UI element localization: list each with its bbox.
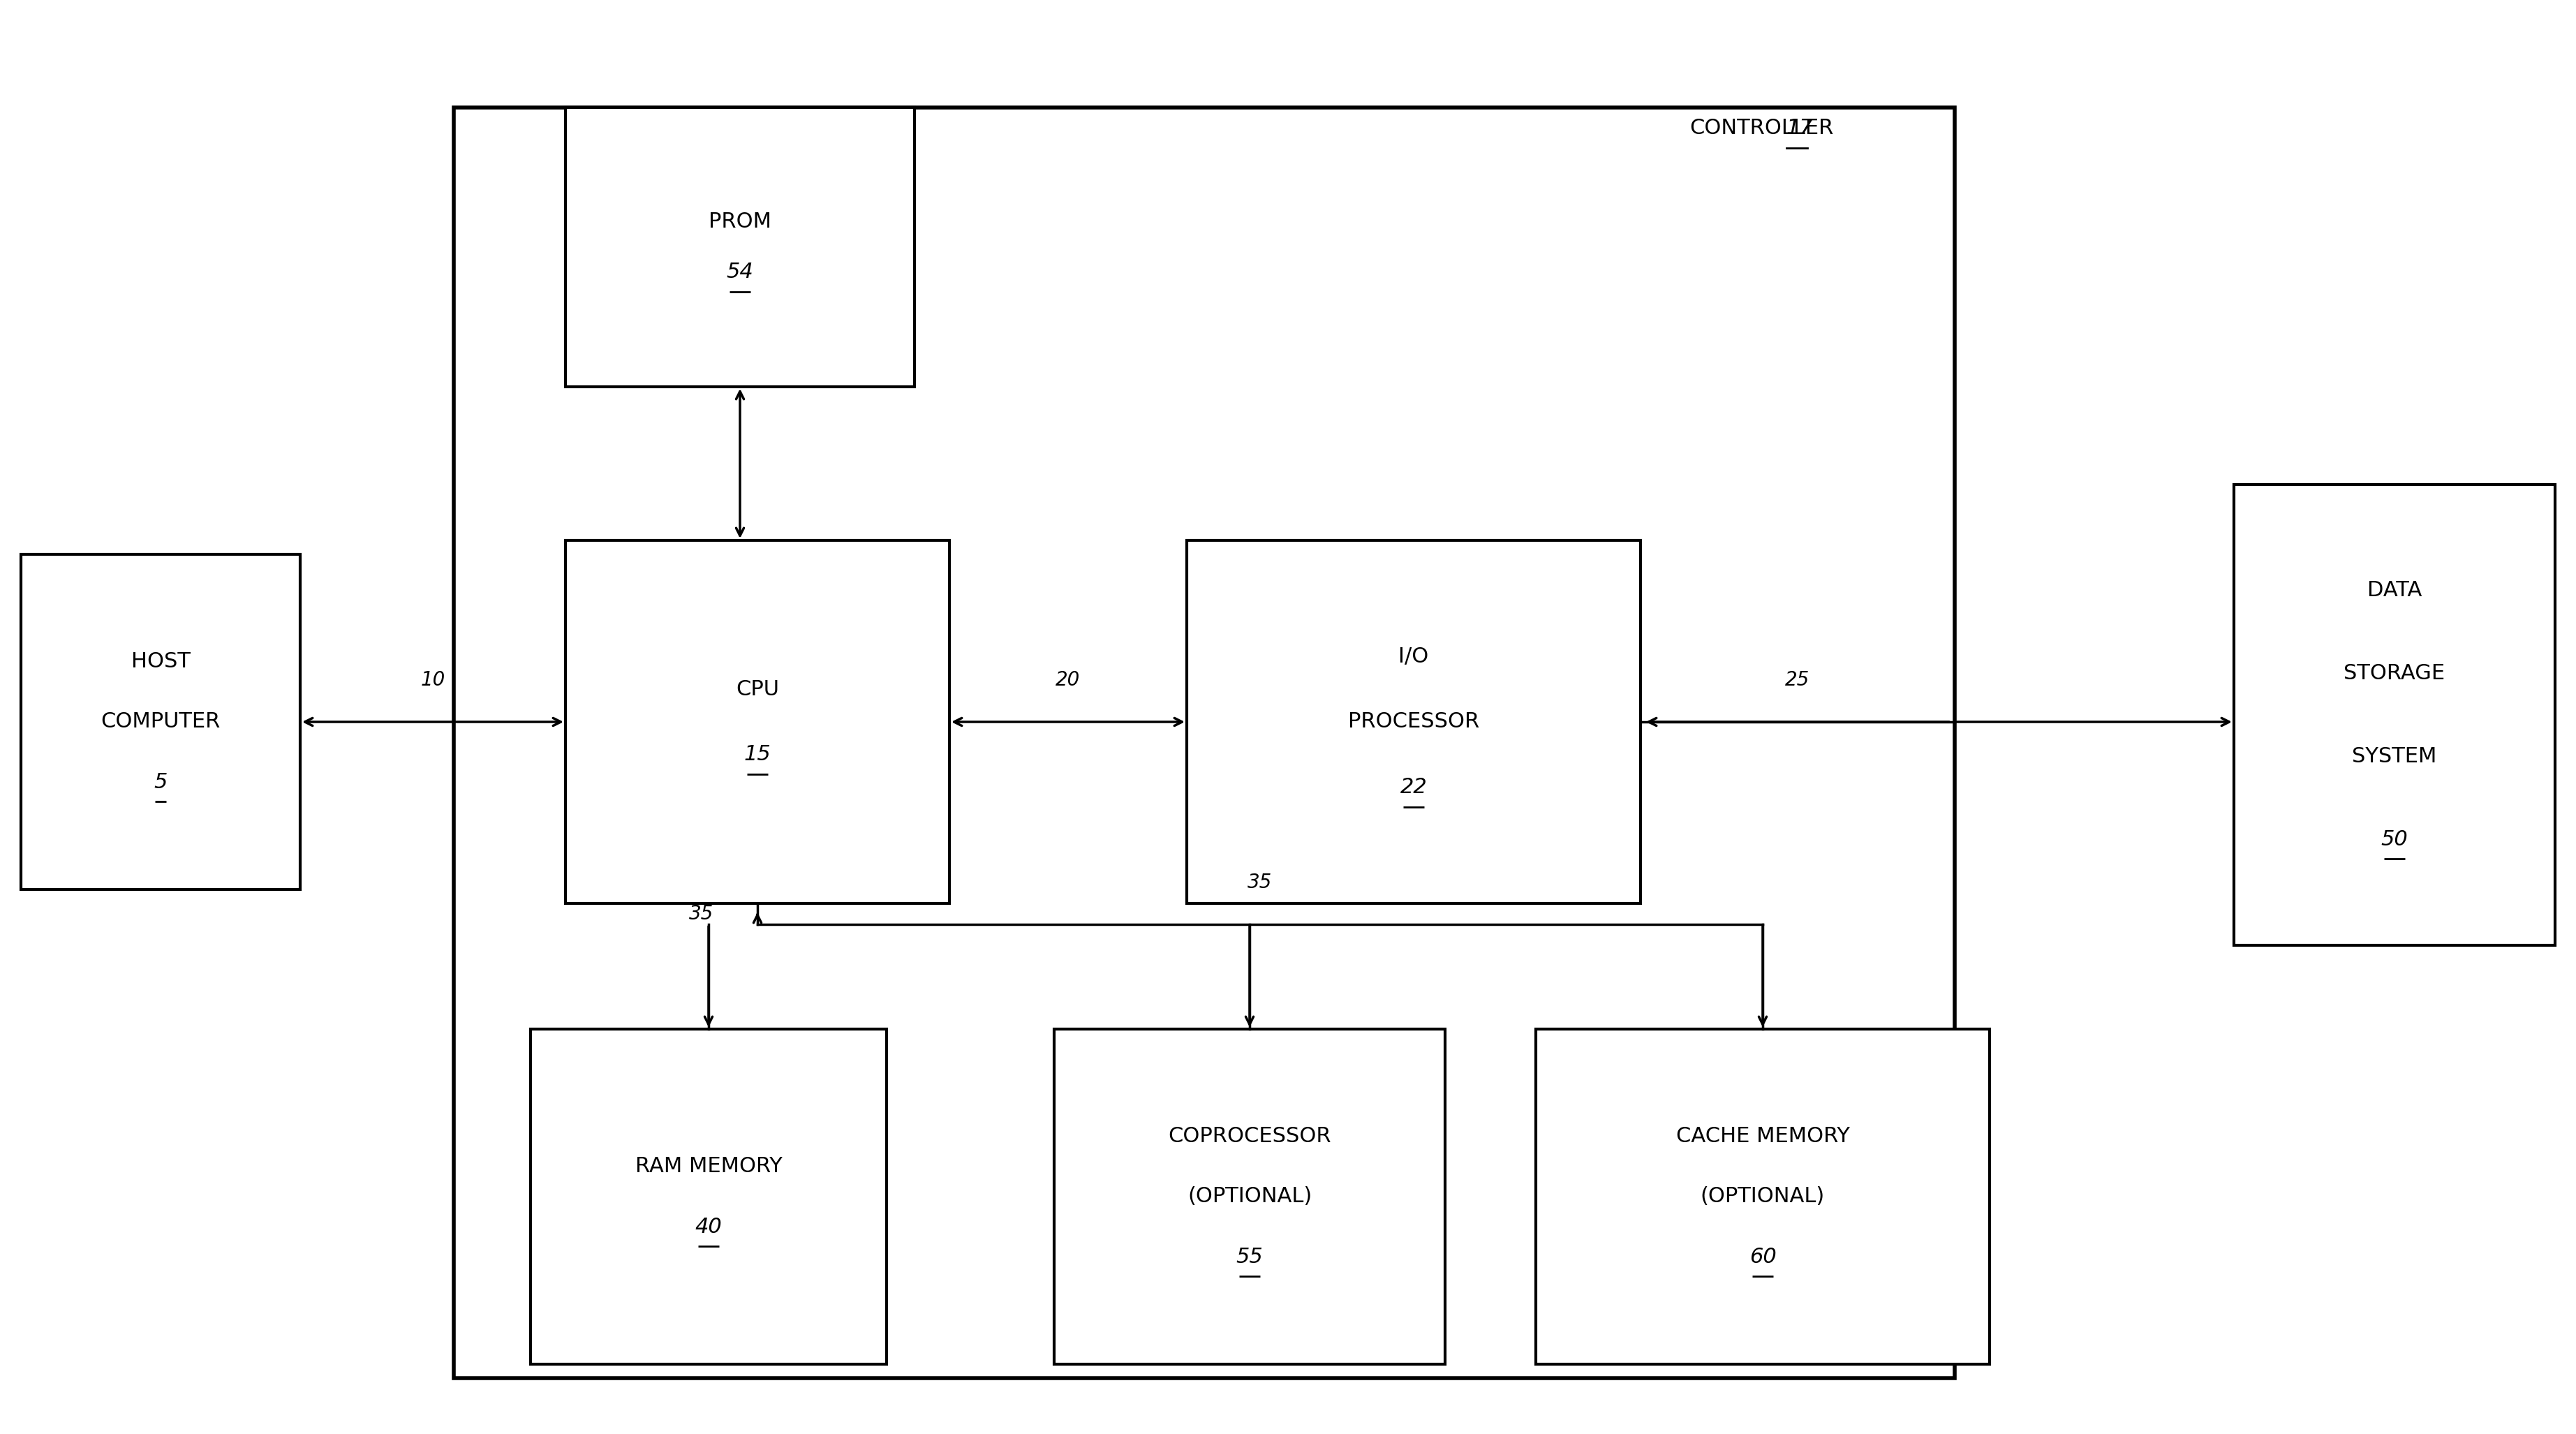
- Text: I/O: I/O: [1399, 647, 1430, 667]
- Text: 5: 5: [155, 771, 167, 793]
- Text: 54: 54: [726, 262, 755, 282]
- Text: CONTROLLER: CONTROLLER: [1690, 119, 1834, 139]
- Text: COPROCESSOR: COPROCESSOR: [1167, 1126, 1332, 1146]
- Bar: [567, 108, 914, 387]
- Bar: [531, 1030, 886, 1364]
- Text: SYSTEM: SYSTEM: [2352, 746, 2437, 767]
- Bar: [2233, 485, 2555, 945]
- Text: COMPUTER: COMPUTER: [100, 711, 222, 731]
- Text: STORAGE: STORAGE: [2344, 664, 2445, 684]
- Text: 15: 15: [744, 744, 770, 764]
- Text: 50: 50: [2380, 829, 2409, 849]
- Bar: [1188, 541, 1641, 903]
- Text: 10: 10: [420, 670, 446, 690]
- Text: 17: 17: [1785, 119, 1814, 139]
- Text: DATA: DATA: [2367, 581, 2421, 601]
- Text: 25: 25: [1785, 670, 1811, 690]
- Text: 40: 40: [696, 1216, 721, 1238]
- Text: RAM MEMORY: RAM MEMORY: [636, 1156, 783, 1176]
- Text: 55: 55: [1236, 1246, 1262, 1268]
- Text: (OPTIONAL): (OPTIONAL): [1700, 1186, 1824, 1207]
- Text: 20: 20: [1056, 670, 1079, 690]
- Bar: [567, 541, 951, 903]
- Bar: [1054, 1030, 1445, 1364]
- Text: 60: 60: [1749, 1246, 1777, 1268]
- Bar: [21, 555, 301, 889]
- Bar: [453, 108, 1955, 1378]
- Bar: [1535, 1030, 1989, 1364]
- Text: 35: 35: [1247, 873, 1273, 892]
- Text: CPU: CPU: [737, 680, 778, 700]
- Text: CACHE MEMORY: CACHE MEMORY: [1677, 1126, 1850, 1146]
- Text: PROM: PROM: [708, 212, 770, 232]
- Text: 22: 22: [1401, 777, 1427, 797]
- Text: PROCESSOR: PROCESSOR: [1347, 711, 1479, 731]
- Text: (OPTIONAL): (OPTIONAL): [1188, 1186, 1311, 1207]
- Text: HOST: HOST: [131, 651, 191, 671]
- Text: 35: 35: [690, 903, 714, 923]
